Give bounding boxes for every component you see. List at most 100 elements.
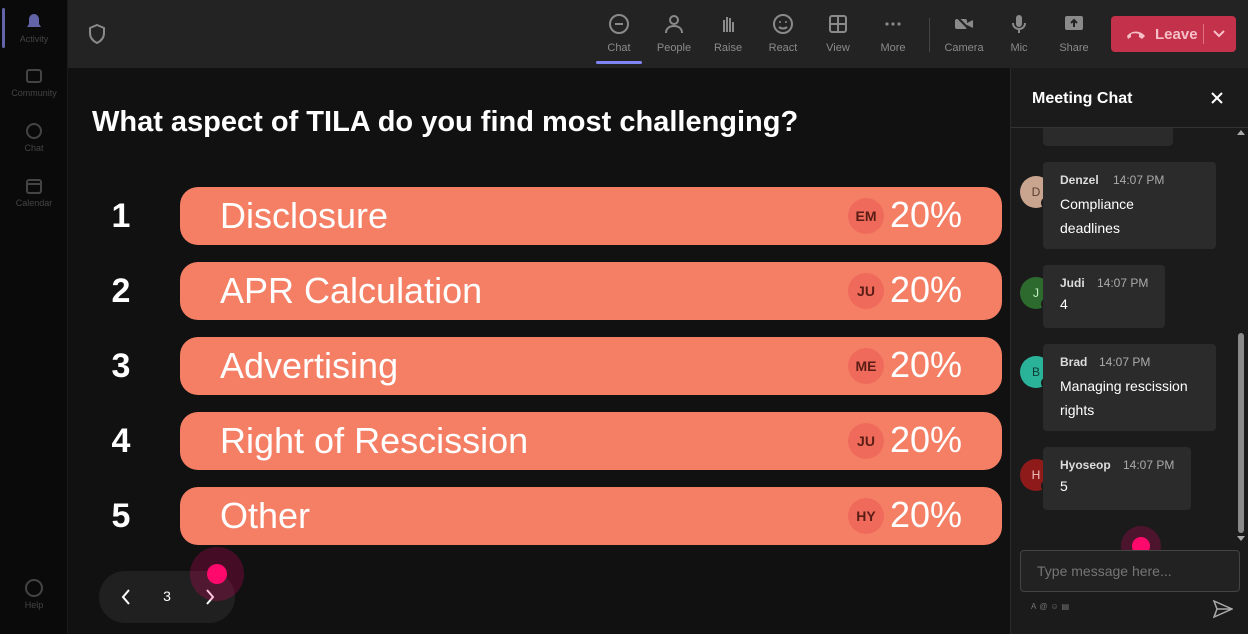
hang-up-icon <box>1127 31 1145 39</box>
send-icon[interactable] <box>1213 600 1233 618</box>
emoji-icon[interactable]: ☺ <box>1050 602 1062 611</box>
meeting-toolbar: Chat People Raise React View More Camera… <box>68 0 1248 68</box>
format-icon[interactable]: A <box>1031 602 1040 611</box>
toolbar-label: More <box>880 42 906 54</box>
option-label: APR Calculation <box>220 270 483 311</box>
toolbar-label: Camera <box>944 42 984 54</box>
message-author: Denzel <box>1060 173 1099 187</box>
avatar-initial: B <box>1031 365 1040 379</box>
poll-question: What aspect of TILA do you find most cha… <box>92 106 799 138</box>
toolbar-react-button[interactable]: React <box>758 10 808 62</box>
message-text: Managing rescission rights <box>1060 374 1188 422</box>
shield-icon[interactable] <box>88 24 106 44</box>
message-time: 14:07 PM <box>1123 458 1175 472</box>
leave-label: Leave <box>1155 25 1198 43</box>
leave-divider <box>1203 24 1204 44</box>
chevron-left-icon[interactable] <box>117 587 135 607</box>
option-label: Advertising <box>220 345 399 386</box>
bell-icon <box>27 14 41 27</box>
message-time: 14:07 PM <box>1097 276 1149 290</box>
chat-message: Denzel 14:07 PM Compliance deadlines <box>1043 162 1216 249</box>
option-label: Other <box>220 495 311 536</box>
calendar-icon <box>26 179 42 194</box>
rail-label: Activity <box>19 34 49 44</box>
scroll-up-arrow[interactable] <box>1237 130 1245 135</box>
option-percent: 20% <box>890 269 963 310</box>
pointer-dot <box>207 564 227 584</box>
leave-button[interactable]: Leave <box>1111 16 1236 52</box>
toolbar-share-button[interactable]: Share <box>1049 10 1099 62</box>
toolbar-raise-button[interactable]: Raise <box>703 10 753 62</box>
rail-item-help[interactable]: Help <box>0 578 68 610</box>
camera-off-icon <box>954 14 974 34</box>
option-label: Right of Rescission <box>220 420 529 461</box>
chat-message-partial <box>1043 128 1173 146</box>
close-icon[interactable] <box>1209 90 1225 106</box>
voter-avatar: HY <box>848 498 884 534</box>
meeting-chat-panel: Meeting Chat D Denzel 14:07 PM Complianc… <box>1010 68 1248 634</box>
share-icon <box>1065 16 1083 30</box>
option-percent: 20% <box>890 419 963 460</box>
toolbar-more-button[interactable]: More <box>868 10 918 62</box>
scroll-thumb[interactable] <box>1238 333 1244 533</box>
option-bar[interactable]: APR Calculation JU 20% <box>180 262 1002 320</box>
option-bar[interactable]: Right of Rescission JU 20% <box>180 412 1002 470</box>
option-percent: 20% <box>890 494 963 535</box>
voter-avatar: EM <box>848 198 884 234</box>
attach-icon[interactable]: @ <box>1039 602 1051 611</box>
view-icon <box>829 15 847 33</box>
option-bar[interactable]: Advertising ME 20% <box>180 337 1002 395</box>
compose-tools: A@☺▤ <box>1031 602 1072 611</box>
option-number: 3 <box>111 347 131 385</box>
message-input[interactable] <box>1020 550 1240 592</box>
toolbar-camera-button[interactable]: Camera <box>939 10 989 62</box>
rail-label: Calendar <box>15 198 53 208</box>
chevron-down-icon[interactable] <box>1211 25 1227 41</box>
chat-icon <box>609 14 629 34</box>
avatar-initial: D <box>1031 185 1041 199</box>
more-icon <box>885 22 901 26</box>
voter-avatar: ME <box>848 348 884 384</box>
chat-scrollbar[interactable] <box>1235 128 1247 543</box>
toolbar-mic-button[interactable]: Mic <box>994 10 1044 62</box>
chat-message: Judi 14:07 PM 4 <box>1043 265 1165 328</box>
rail-item-community[interactable]: Community <box>0 66 68 98</box>
rail-active-indicator <box>2 8 5 48</box>
chat-message: Hyoseop 14:07 PM 5 <box>1043 447 1191 510</box>
poll-option-row[interactable]: 1 Disclosure EM 20% <box>68 187 1010 247</box>
chat-message-list[interactable]: D Denzel 14:07 PM Compliance deadlines J… <box>1011 128 1248 543</box>
raise-hand-icon <box>723 17 734 32</box>
toolbar-label: Share <box>1059 42 1089 54</box>
scroll-down-arrow[interactable] <box>1237 536 1245 541</box>
option-label: Disclosure <box>220 195 389 236</box>
poll-option-row[interactable]: 3 Advertising ME 20% <box>68 337 1010 397</box>
message-line: deadlines <box>1060 220 1120 236</box>
chat-title: Meeting Chat <box>1032 90 1133 107</box>
app-rail: Activity Community Chat Calendar Help <box>0 0 68 634</box>
message-text: Compliance deadlines <box>1060 192 1134 240</box>
message-time: 14:07 PM <box>1099 355 1151 369</box>
toolbar-people-button[interactable]: People <box>649 10 699 62</box>
community-icon <box>26 69 42 83</box>
option-number: 5 <box>111 497 131 535</box>
toolbar-view-button[interactable]: View <box>813 10 863 62</box>
toolbar-label: React <box>768 42 798 54</box>
chat-message: Brad 14:07 PM Managing rescission rights <box>1043 344 1216 431</box>
rail-item-activity[interactable]: Activity <box>0 12 68 44</box>
toolbar-chat-button[interactable]: Chat <box>594 10 644 64</box>
message-line: 5 <box>1060 478 1068 494</box>
rail-label: Community <box>11 88 57 98</box>
option-bar[interactable]: Other HY 20% <box>180 487 1002 545</box>
rail-item-calendar[interactable]: Calendar <box>0 176 68 208</box>
rail-item-chat[interactable]: Chat <box>0 121 68 153</box>
option-bar[interactable]: Disclosure EM 20% <box>180 187 1002 245</box>
poll-option-row[interactable]: 2 APR Calculation JU 20% <box>68 262 1010 322</box>
react-icon <box>773 14 793 34</box>
toolbar-label: Chat <box>607 42 631 54</box>
message-author: Judi <box>1060 276 1085 290</box>
gif-icon[interactable]: ▤ <box>1061 602 1073 611</box>
poll-option-row[interactable]: 5 Other HY 20% <box>68 487 1010 547</box>
option-percent: 20% <box>890 194 963 235</box>
chevron-right-icon[interactable] <box>201 587 219 607</box>
poll-option-row[interactable]: 4 Right of Rescission JU 20% <box>68 412 1010 472</box>
